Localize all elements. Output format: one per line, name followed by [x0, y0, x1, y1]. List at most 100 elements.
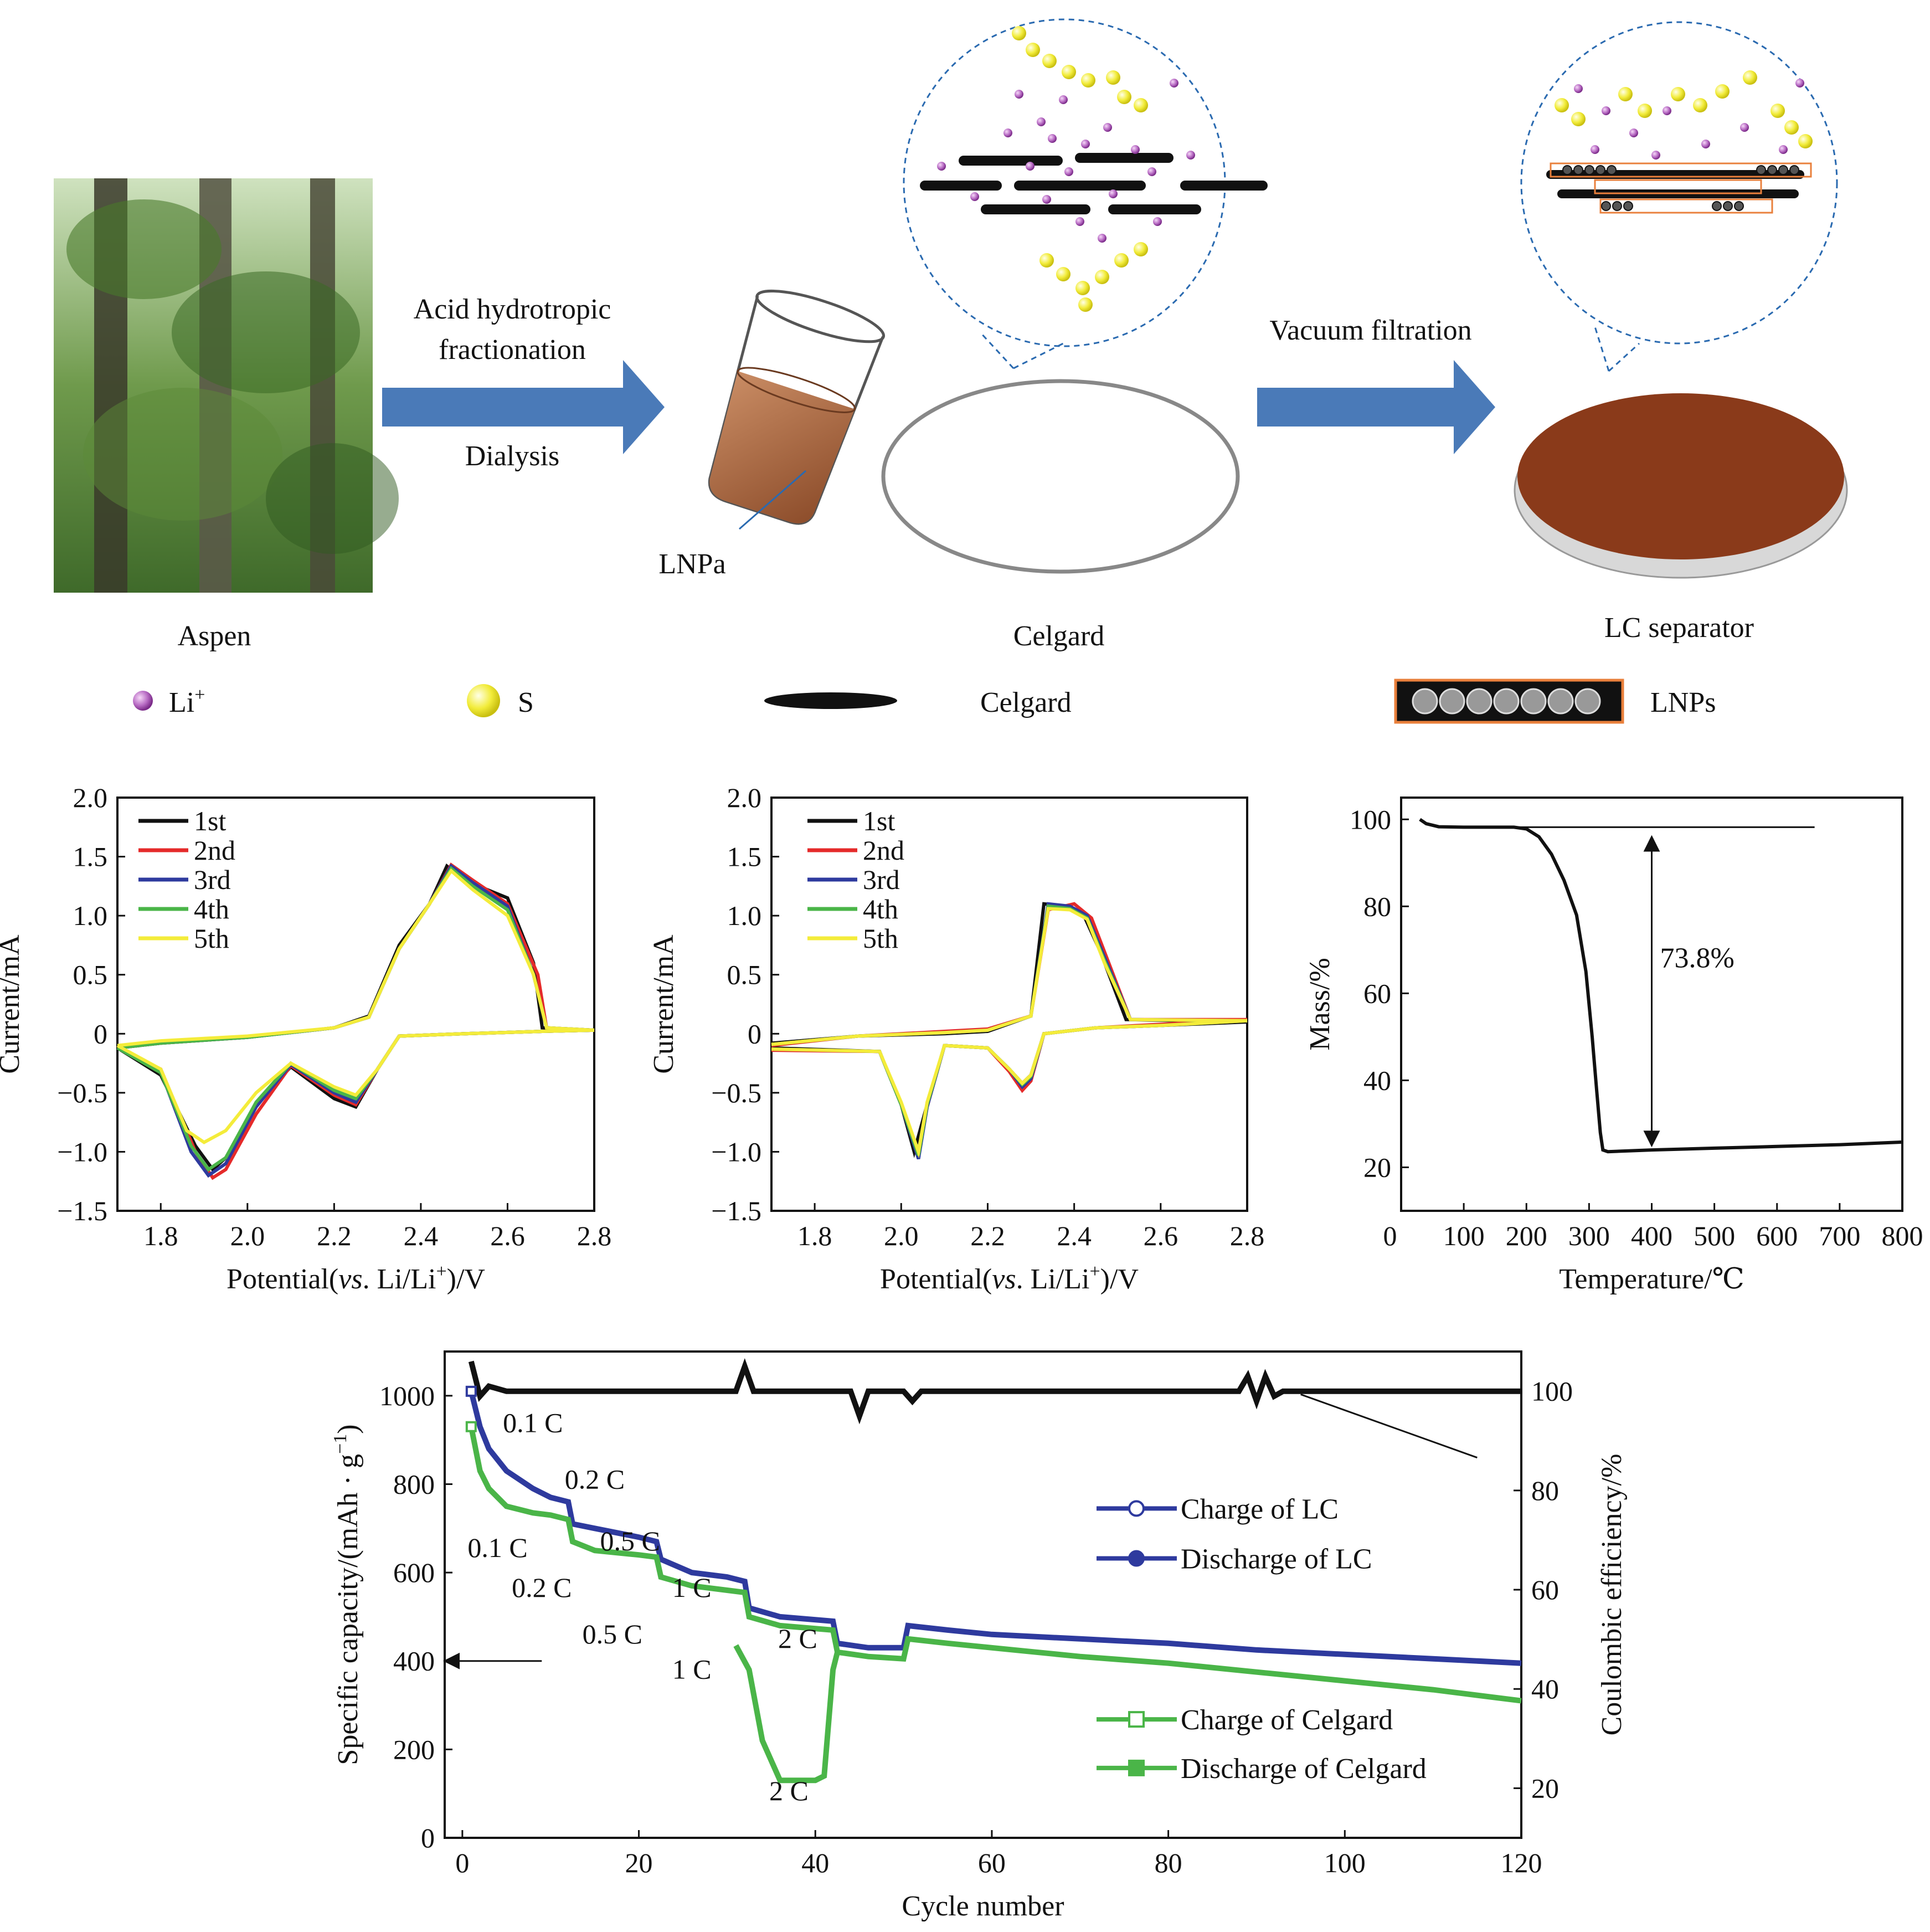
aspen-photo — [54, 178, 399, 593]
y-tick-label: 200 — [393, 1734, 435, 1765]
cv-celgard-chart: 1.8 2.0 2.2 2.4 2.6 2.8 2.0 1.5 1.0 0.5 0 −0.5 −1.0 −… — [648, 782, 1264, 1295]
y-tick-label: −0.5 — [711, 1077, 761, 1108]
x-tick-label: 400 — [1631, 1220, 1672, 1251]
rate-label-lc: 0.5 C — [600, 1525, 660, 1556]
y-tick-label: 1.0 — [727, 900, 762, 931]
y-tick-label: 60 — [1363, 978, 1391, 1009]
y-tick-label: 400 — [393, 1646, 435, 1677]
y-tick-label: 2.0 — [73, 782, 108, 813]
legend-label: Charge of LC — [1181, 1493, 1339, 1525]
ce-leader-line — [1300, 1394, 1478, 1458]
y-tick-label: −1.5 — [57, 1195, 107, 1226]
y-tick-label: 1.0 — [73, 900, 108, 931]
x-tick-label: 2.8 — [1230, 1220, 1265, 1251]
first-cycle-marker — [465, 1385, 477, 1397]
x-tick-label: 200 — [1506, 1220, 1547, 1251]
x-tick-label: 300 — [1568, 1220, 1610, 1251]
process-arrow-1 — [382, 360, 665, 454]
y-tick-label: 1.5 — [73, 841, 108, 872]
rate-label-lc: 0.2 C — [565, 1463, 625, 1494]
y-axis-label: Current/mA — [648, 934, 680, 1074]
legend-label: 4th — [863, 893, 898, 924]
cv-series-5th-anodic — [771, 907, 1248, 1046]
y-tick-label: 600 — [393, 1557, 435, 1588]
x-tick-label: 2.2 — [970, 1220, 1005, 1251]
aspen-label: Aspen — [178, 620, 251, 652]
lc-separator-disc — [1514, 393, 1848, 579]
legend-label: Discharge of LC — [1181, 1544, 1372, 1575]
lithium-ion-icon — [133, 691, 153, 711]
coulombic-efficiency-line — [468, 1358, 1521, 1425]
tga-mass-curve — [1419, 818, 1903, 1154]
plot-frame — [770, 797, 1248, 1212]
rate-label-celgard: 0.1 C — [467, 1532, 527, 1563]
cv-series-2nd-cathodic — [771, 1018, 1248, 1159]
legend-label: 2nd — [863, 835, 904, 866]
rate-label-lc: 1 C — [672, 1572, 712, 1603]
legend-label: 1st — [863, 805, 895, 836]
step1-line3: Dialysis — [465, 440, 559, 472]
y-tick-label: −1.0 — [711, 1136, 761, 1167]
x-tick-label: 2.6 — [490, 1220, 525, 1251]
lc-separator-label: LC separator — [1604, 612, 1754, 644]
beaker-icon — [708, 289, 886, 525]
legend-label: 5th — [194, 923, 229, 954]
y-tick-label: −0.5 — [57, 1077, 107, 1108]
cv-series-5th-cathodic — [116, 1028, 595, 1144]
x-axis-label: Potential(vs. Li/Li+)/V — [227, 1261, 485, 1295]
rate-chart: 0 20 40 60 80 100 120 0 200 400 600 800 1000 20 40 60 80… — [330, 1350, 1628, 1922]
tga-chart: 0 100 200 300 400 500 600 700 800 100 80 60 40 20 73.8… — [1304, 797, 1923, 1295]
legend-marker — [1128, 1759, 1145, 1776]
y-axis-label: Current/mA — [0, 934, 25, 1074]
celgard-label: Celgard — [1013, 620, 1105, 652]
mass-loss-annotation: 73.8% — [1660, 942, 1735, 974]
y-axis-label: Specific capacity/(mAh · g−1) — [330, 1424, 364, 1765]
x-tick-label: 1.8 — [797, 1220, 832, 1251]
legend-celgard: Celgard — [980, 687, 1072, 718]
y-tick-label: 0 — [748, 1018, 761, 1049]
x-tick-label: 1.8 — [143, 1220, 178, 1251]
legend-marker — [1128, 1550, 1145, 1567]
lnpa-label: LNPa — [658, 548, 725, 580]
cv-series-4th-cathodic — [771, 1019, 1248, 1156]
celgard-2c-dip — [733, 1644, 840, 1784]
legend-label: 5th — [863, 923, 898, 954]
legend-label: 1st — [194, 805, 226, 836]
y-tick-label: 100 — [1350, 804, 1391, 835]
x-tick-label: 500 — [1694, 1220, 1735, 1251]
plot-frame — [444, 1350, 1522, 1839]
y-right-tick-label: 80 — [1531, 1475, 1559, 1506]
scheme: Aspen Acid hydrotropic fractionation Dia… — [54, 18, 1848, 652]
cv-series-3rd-cathodic — [771, 1019, 1248, 1160]
x-tick-label: 100 — [1324, 1847, 1366, 1878]
x-axis-label: Temperature/℃ — [1559, 1263, 1744, 1295]
rate-label-celgard: 1 C — [672, 1654, 712, 1685]
x-tick-label: 600 — [1756, 1220, 1798, 1251]
y-tick-label: 1000 — [379, 1380, 435, 1411]
legend-label: Charge of Celgard — [1181, 1704, 1393, 1736]
cv-series-3rd-cathodic — [116, 1028, 595, 1178]
y-tick-label: 2.0 — [727, 782, 762, 813]
process-arrow-2 — [1257, 360, 1495, 454]
celgard-disc — [881, 379, 1240, 574]
y-tick-label: 0.5 — [727, 959, 762, 990]
rate-label-celgard: 2 C — [769, 1775, 809, 1806]
celgard-capacity-line — [468, 1426, 1522, 1704]
y-tick-label: 0 — [94, 1018, 107, 1049]
legend-label: 3rd — [194, 864, 231, 895]
x-tick-label: 2.4 — [1057, 1220, 1092, 1251]
y-axis-label: Mass/% — [1304, 958, 1336, 1051]
legend-marker — [1128, 1711, 1145, 1728]
legend-lnps: LNPs — [1650, 687, 1716, 718]
lnpa-leader — [739, 470, 806, 530]
celgard-layer-icon — [764, 692, 897, 709]
y-tick-label: 0.5 — [73, 959, 108, 990]
lc-zoom-bubble — [1520, 21, 1838, 372]
y-tick-label: 40 — [1363, 1065, 1391, 1096]
x-tick-label: 2.0 — [884, 1220, 919, 1251]
x-tick-label: 2.2 — [317, 1220, 352, 1251]
x-tick-label: 2.6 — [1144, 1220, 1178, 1251]
x-tick-label: 80 — [1155, 1847, 1182, 1878]
x-tick-label: 800 — [1882, 1220, 1923, 1251]
